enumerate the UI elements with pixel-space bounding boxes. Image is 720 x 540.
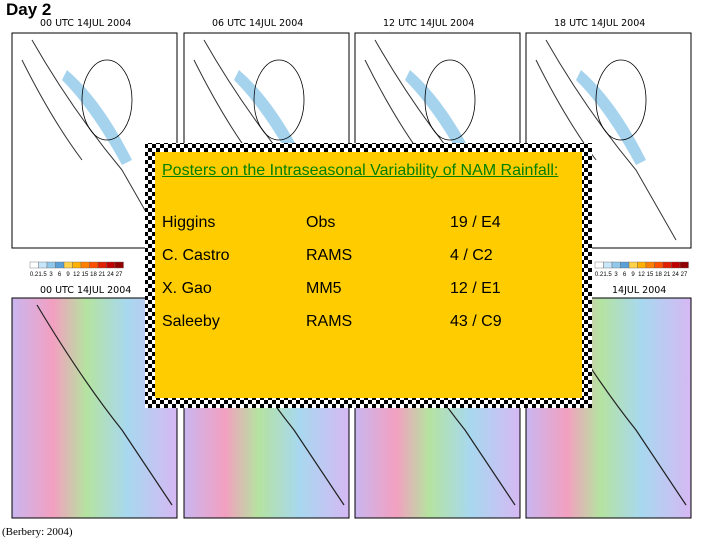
colorbar-label: 9 [631,272,635,278]
table-cell: RAMS [306,313,353,330]
table-cell: MM5 [306,280,342,297]
isobar [595,59,647,141]
colorbar-cell [645,261,655,269]
table-cell: 12 / E1 [450,280,501,297]
colorbar-label: 0.2 [595,272,604,278]
rain-area [234,70,304,165]
colorbar-label: 24 [672,272,679,278]
isobar [253,59,305,141]
colorbar-label: 12 [638,272,645,278]
table-cell: Saleeby [162,313,220,330]
panel-title: 06 UTC 14JUL 2004 [212,18,304,29]
colorbar-cell [611,261,621,269]
colorbar-label: 6 [58,272,62,278]
table-cell: C. Castro [162,247,230,264]
colorbar-label: 18 [655,272,662,278]
colorbars: 0.2 1.5 3 6 9 12 15 18 21 24 27 0.2 1.5 3 6 9 12 15 18 21 24… [29,261,689,278]
panel-title: 00 UTC 14JUL 2004 [40,285,132,296]
coastline [21,39,163,241]
colorbar-cell [637,261,647,269]
colorbar-label: 3 [49,272,53,278]
colorbar-label: 21 [664,272,671,278]
colorbar-cell [594,261,604,269]
colorbar-label: 27 [681,272,688,278]
colorbar-label: 1.5 [603,272,612,278]
colorbar-cell [628,261,638,269]
panel-title: 12 UTC 14JUL 2004 [383,18,475,29]
panel-title: 14JUL 2004 [612,285,667,296]
colorbar-cell [620,261,630,269]
table-cell: 43 / C9 [450,313,502,330]
colorbar-cell [106,261,116,269]
colorbar-label: 18 [90,272,97,278]
colorbar-label: 21 [99,272,106,278]
table-cell: Higgins [162,214,216,231]
citation: (Berbery: 2004) [2,526,73,538]
colorbar-cell [55,261,65,269]
colorbar-cell [63,261,73,269]
colorbar-cell [29,261,39,269]
colorbar-label: 15 [82,272,89,278]
colorbar-cell [46,261,56,269]
table-cell: Obs [306,214,336,231]
panel-title: 00 UTC 14JUL 2004 [40,18,132,29]
isobar [81,59,133,141]
box-title: Posters on the Intraseasonal Variability… [162,162,559,179]
colorbar-label: 27 [116,272,123,278]
colorbar-label: 12 [73,272,80,278]
colorbar-label: 24 [107,272,114,278]
coastline [36,304,173,506]
colorbar-label: 15 [647,272,654,278]
panel-title: 18 UTC 14JUL 2004 [554,18,646,29]
colorbar-label: 9 [66,272,70,278]
colorbar-cell [654,261,664,269]
colorbar-cell [89,261,99,269]
table-cell: RAMS [306,247,353,264]
colorbar-label: 0.2 [30,272,39,278]
colorbar-label: 3 [614,272,618,278]
table-cell: 19 / E4 [450,214,501,231]
colorbar-cell [38,261,48,269]
slide-title: Day 2 [6,0,52,19]
colorbar-cell [114,261,124,269]
rain-area [62,70,132,165]
table-cell: X. Gao [162,280,212,297]
colorbar-label: 6 [623,272,627,278]
colorbar-cell [679,261,689,269]
colorbar-cell [72,261,82,269]
colorbar-cell [603,261,613,269]
table-cell: 4 / C2 [450,247,493,264]
colorbar-cell [80,261,90,269]
box-fill [155,152,582,398]
colorbar-label: 1.5 [38,272,47,278]
rain-area [405,70,475,165]
colorbar-cell [97,261,107,269]
colorbar-cell [662,261,672,269]
rain-area [576,70,646,165]
isobar [424,59,476,141]
colorbar-cell [671,261,681,269]
